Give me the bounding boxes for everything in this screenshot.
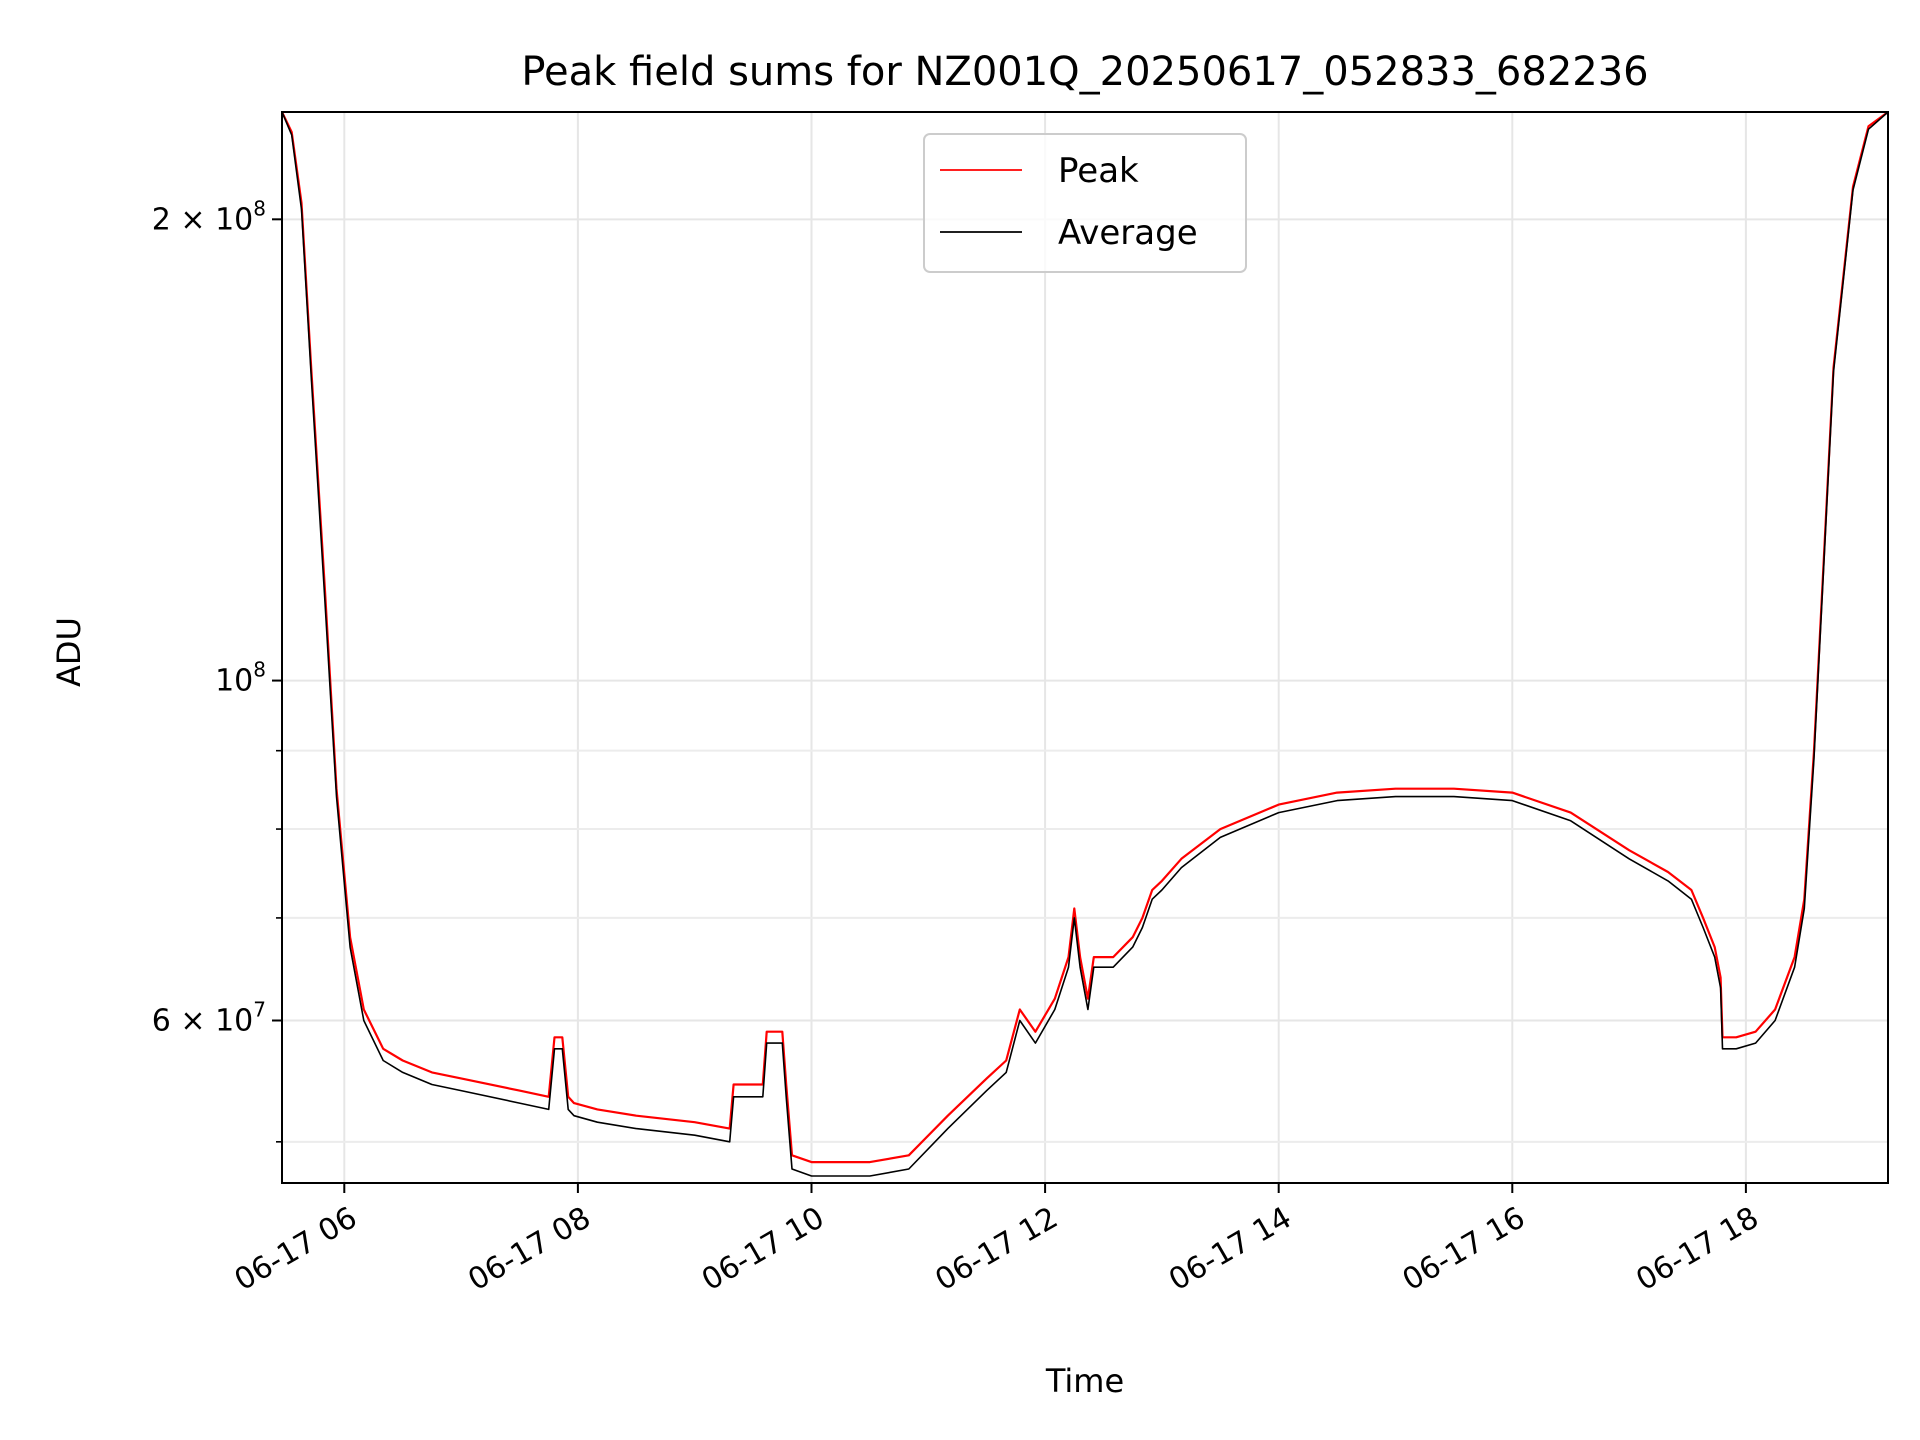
y-tick-label: 108 xyxy=(215,658,266,699)
series-layer xyxy=(282,112,1888,1177)
y-tick-label: 2 × 108 xyxy=(152,196,266,237)
y-axis: 2 × 108 108 6 × 107 xyxy=(152,196,282,1143)
legend: Peak Average xyxy=(923,133,1247,273)
legend-label-peak: Peak xyxy=(1058,151,1139,191)
y-axis-label: ADU xyxy=(50,617,88,687)
legend-label-average: Average xyxy=(1058,213,1198,253)
plot-frame xyxy=(281,111,1889,1184)
series-line-average xyxy=(282,112,1888,1177)
x-axis-label: Time xyxy=(1045,1362,1124,1400)
grid xyxy=(282,112,1888,1183)
series-line-peak xyxy=(282,112,1888,1164)
legend-box xyxy=(923,133,1247,273)
y-tick-label: 6 × 107 xyxy=(152,997,266,1038)
chart-title: Peak field sums for NZ001Q_20250617_0528… xyxy=(521,49,1648,95)
